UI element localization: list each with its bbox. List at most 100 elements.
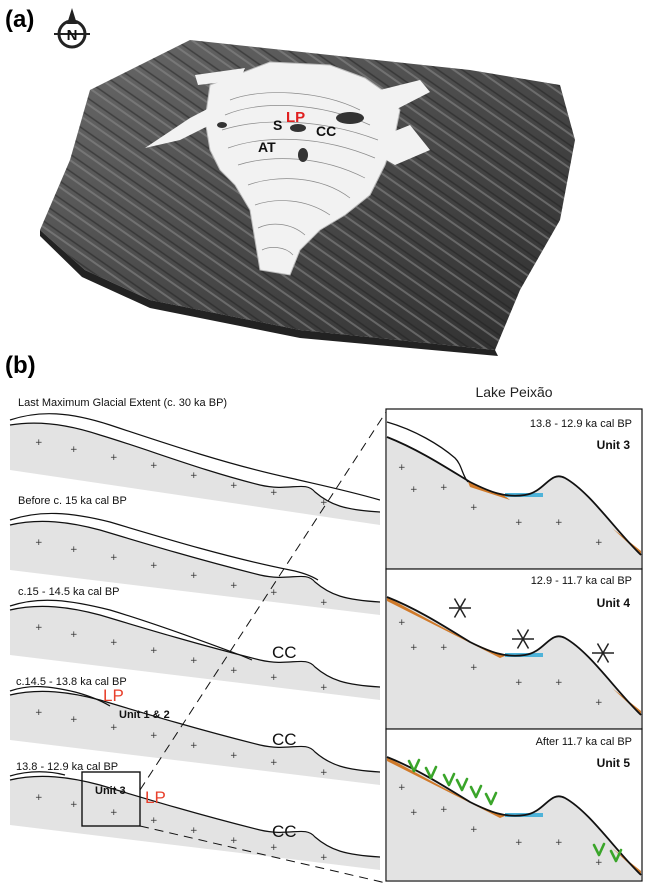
inset-2-unit: Unit 4 xyxy=(597,596,631,610)
lake-peixao-heading: Lake Peixão xyxy=(475,384,552,400)
svg-text:+: + xyxy=(110,453,118,463)
svg-text:+: + xyxy=(70,545,78,555)
svg-text:+: + xyxy=(70,715,78,725)
svg-text:+: + xyxy=(230,751,238,761)
svg-text:+: + xyxy=(35,793,43,803)
svg-text:+: + xyxy=(190,571,198,581)
map-label-at: AT xyxy=(258,139,276,155)
projection-lines xyxy=(139,411,387,884)
vegetation-icon xyxy=(469,784,483,799)
svg-text:+: + xyxy=(230,581,238,591)
svg-text:+: + xyxy=(150,461,158,471)
inset-3-date: After 11.7 ka cal BP xyxy=(536,736,632,748)
profile-3-title: c.15 - 14.5 ka cal BP xyxy=(18,586,120,598)
snowflake-icon xyxy=(592,643,614,663)
bedrock-crosses: + + + + + + + + + + + + + + + + + + + + + + + + + + + + + + + + + + + +… xyxy=(35,438,328,863)
svg-text:+: + xyxy=(70,800,78,810)
svg-text:+: + xyxy=(515,678,523,688)
snowflake-icon xyxy=(512,629,534,649)
svg-text:+: + xyxy=(320,498,328,508)
inset-unit-4: + + + + + + + 12.9 - 11.7 ka cal BP Unit 4 xyxy=(385,568,643,730)
inset-unit-5: + + + + + + + After 11.7 ka cal BP Unit 5 xyxy=(385,728,643,882)
svg-text:+: + xyxy=(270,758,278,768)
svg-text:+: + xyxy=(190,656,198,666)
svg-text:+: + xyxy=(320,853,328,863)
svg-text:+: + xyxy=(35,438,43,448)
inset-1-unit: Unit 3 xyxy=(597,438,631,452)
profile-4-title: c.14.5 - 13.8 ka cal BP xyxy=(16,676,127,688)
profile-4 xyxy=(9,685,380,785)
svg-text:+: + xyxy=(230,481,238,491)
svg-text:+: + xyxy=(230,666,238,676)
svg-text:+: + xyxy=(110,553,118,563)
north-letter: N xyxy=(67,27,78,44)
svg-text:+: + xyxy=(470,825,478,835)
svg-text:+: + xyxy=(110,723,118,733)
svg-text:+: + xyxy=(190,741,198,751)
glacier-ice xyxy=(145,61,430,276)
inset-1-date: 13.8 - 12.9 ka cal BP xyxy=(530,418,632,430)
svg-text:+: + xyxy=(150,816,158,826)
vegetation-icon xyxy=(455,777,469,792)
compass: N xyxy=(54,8,90,49)
profile-4-unit-label: Unit 1 & 2 xyxy=(119,709,170,721)
svg-text:+: + xyxy=(410,643,418,653)
svg-text:+: + xyxy=(398,463,406,473)
profile-1 xyxy=(9,413,380,525)
svg-text:+: + xyxy=(398,618,406,628)
vegetation-icon xyxy=(609,848,623,863)
svg-text:+: + xyxy=(320,683,328,693)
profile-5-cc-label: CC xyxy=(272,822,297,841)
svg-text:+: + xyxy=(595,858,603,868)
vegetation-icon xyxy=(484,791,498,806)
svg-text:+: + xyxy=(320,598,328,608)
vegetation-icon xyxy=(442,772,456,787)
panel-b-label: (b) xyxy=(5,352,36,379)
svg-text:+: + xyxy=(470,503,478,513)
profile-5-lp-label: LP xyxy=(145,788,166,807)
svg-text:+: + xyxy=(398,783,406,793)
svg-text:+: + xyxy=(440,483,448,493)
zoom-box xyxy=(81,771,141,827)
svg-text:+: + xyxy=(110,808,118,818)
svg-text:+: + xyxy=(470,663,478,673)
profile-2 xyxy=(9,512,380,615)
svg-text:+: + xyxy=(515,518,523,528)
profile-5-unit-label: Unit 3 xyxy=(95,785,126,797)
vegetation-icon xyxy=(407,758,421,773)
svg-text:+: + xyxy=(270,843,278,853)
profile-3 xyxy=(9,599,380,700)
profile-4-cc-label: CC xyxy=(272,730,297,749)
svg-text:+: + xyxy=(595,538,603,548)
svg-text:+: + xyxy=(555,518,563,528)
profile-1-title: Last Maximum Glacial Extent (c. 30 ka BP… xyxy=(18,397,227,409)
profile-5 xyxy=(9,771,380,870)
svg-text:+: + xyxy=(410,485,418,495)
map-label-cc: CC xyxy=(316,123,336,139)
snowflake-icon xyxy=(449,598,471,618)
svg-text:+: + xyxy=(270,488,278,498)
north-arrow-icon xyxy=(67,8,77,24)
svg-text:+: + xyxy=(320,768,328,778)
svg-text:+: + xyxy=(410,808,418,818)
inset-2-date: 12.9 - 11.7 ka cal BP xyxy=(531,575,632,587)
svg-text:+: + xyxy=(190,826,198,836)
svg-text:+: + xyxy=(110,638,118,648)
svg-text:+: + xyxy=(555,838,563,848)
svg-text:+: + xyxy=(150,731,158,741)
inset-unit-3: + + + + + + + 13.8 - 12.9 ka cal BP Unit 3 xyxy=(385,408,643,570)
vegetation-icon xyxy=(424,765,438,780)
svg-text:+: + xyxy=(270,673,278,683)
svg-text:+: + xyxy=(440,805,448,815)
svg-text:+: + xyxy=(440,643,448,653)
svg-text:+: + xyxy=(35,708,43,718)
map-label-s: S xyxy=(273,117,282,133)
svg-text:+: + xyxy=(70,630,78,640)
svg-text:+: + xyxy=(150,561,158,571)
svg-text:+: + xyxy=(150,646,158,656)
svg-text:+: + xyxy=(555,678,563,688)
profile-4-lp-label: LP xyxy=(103,686,124,705)
inset-3-unit: Unit 5 xyxy=(597,756,631,770)
map-label-lp: LP xyxy=(286,109,305,126)
